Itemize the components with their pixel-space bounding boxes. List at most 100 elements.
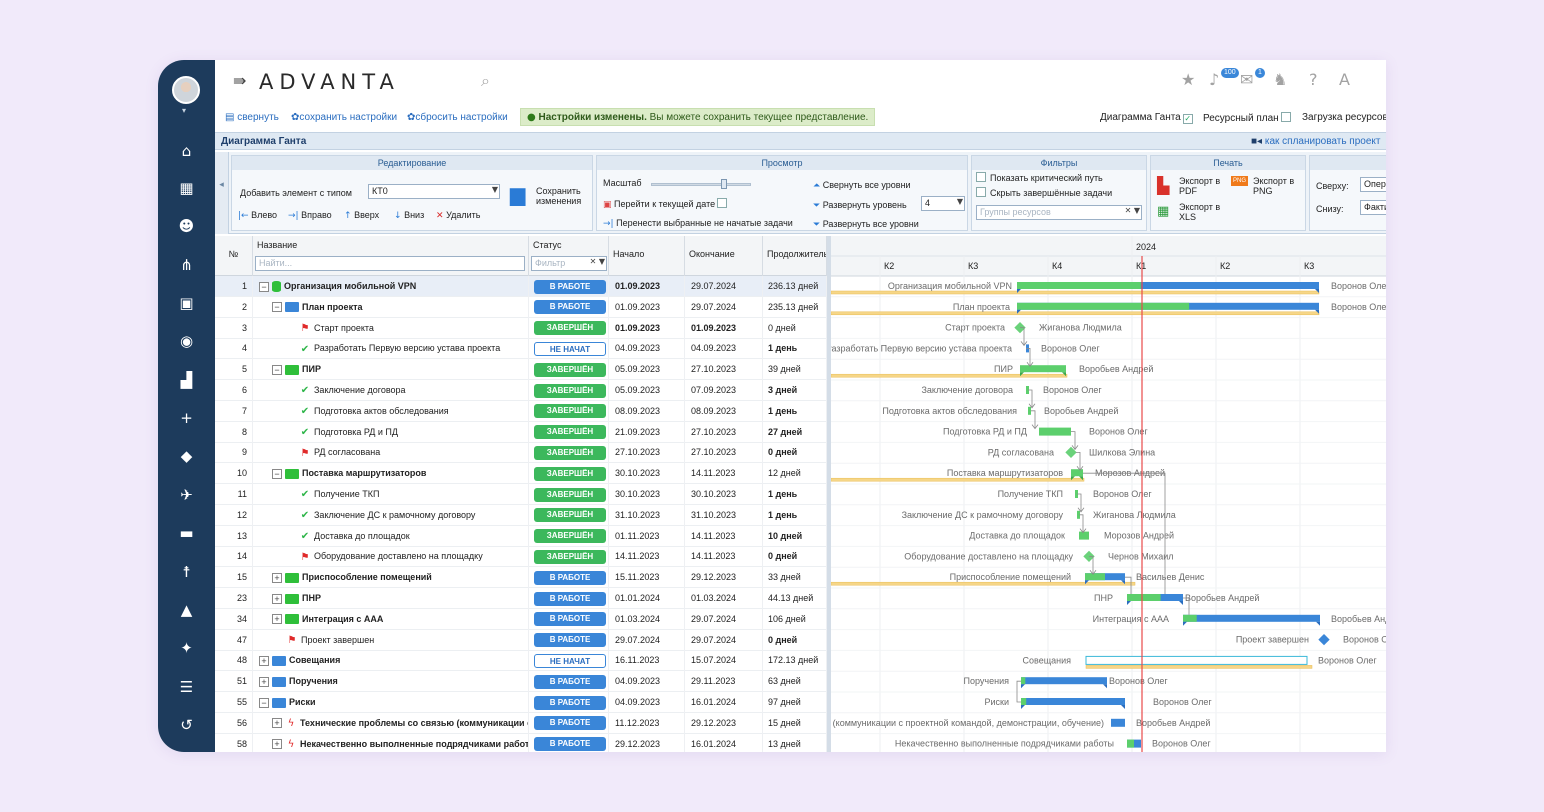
export-pdf-button[interactable]: Экспорт в PDF — [1179, 176, 1221, 196]
status-cell[interactable]: ЗАВЕРШЁН — [529, 317, 609, 339]
home-icon[interactable]: ⌂ — [181, 142, 192, 160]
task-name-cell[interactable]: + Поручения — [253, 671, 529, 693]
task-name-cell[interactable]: + Приспособление помещений — [253, 567, 529, 589]
save-disk-icon[interactable]: ▆ — [510, 182, 526, 206]
analytics-icon[interactable]: ▟ — [180, 371, 193, 389]
org-structure-icon[interactable]: ⋔ — [180, 256, 193, 274]
expand-toggle-icon[interactable]: + — [272, 572, 282, 583]
status-cell[interactable]: В РАБОТЕ — [529, 276, 609, 297]
summary-bar[interactable] — [1020, 365, 1066, 373]
expand-toggle-icon[interactable]: + — [272, 593, 282, 604]
expand-toggle-icon[interactable]: + — [259, 656, 269, 667]
table-row[interactable]: 51 + Поручения В РАБОТЕ 04.09.2023 29.11.… — [215, 671, 827, 693]
status-cell[interactable]: В РАБОТЕ — [529, 671, 609, 693]
task-name-cell[interactable]: + ϟ Технические проблемы со связью (коммун… — [253, 712, 529, 734]
move-right-button[interactable]: →| Вправо — [288, 210, 332, 221]
collapse-all-button[interactable]: ⏶ Свернуть все уровни — [813, 180, 911, 191]
table-row[interactable]: 34 + Интеграция с ААА В РАБОТЕ 01.03.2024… — [215, 608, 827, 630]
task-name-cell[interactable]: ✔ Доставка до площадок — [253, 525, 529, 547]
search-icon[interactable]: ⌕ — [481, 71, 490, 90]
status-badge[interactable]: ЗАВЕРШЁН — [534, 446, 606, 461]
export-png-button[interactable]: Экспорт в PNG — [1253, 176, 1295, 196]
status-badge[interactable]: ЗАВЕРШЁН — [534, 550, 606, 565]
runner-icon[interactable]: ☨ — [182, 563, 191, 581]
collapse-toggle-icon[interactable]: − — [272, 364, 282, 375]
expand-all-button[interactable]: ⏷ Развернуть все уровни — [813, 219, 919, 230]
status-cell[interactable]: ЗАВЕРШЁН — [529, 504, 609, 526]
move-down-button[interactable]: ↓ Вниз — [394, 210, 424, 221]
status-cell[interactable]: НЕ НАЧАТ — [529, 338, 609, 360]
users-icon[interactable]: ☻ — [178, 217, 195, 235]
chat-icon[interactable]: ▣ — [179, 294, 194, 312]
task-bar[interactable] — [1085, 655, 1308, 665]
top-baseline-select[interactable]: Оперативный — [1360, 177, 1386, 192]
status-cell[interactable]: В РАБОТЕ — [529, 712, 609, 734]
status-cell[interactable]: В РАБОТЕ — [529, 629, 609, 651]
summary-bar[interactable] — [1017, 282, 1319, 289]
task-name-cell[interactable]: ⚑ Старт проекта — [253, 317, 529, 339]
gantt-checkbox[interactable]: ✓ — [1182, 114, 1193, 124]
status-filter-select[interactable]: Фильтр ✕ ▼ — [531, 256, 607, 271]
table-row[interactable]: 11 ✔ Получение ТКП ЗАВЕРШЁН 30.10.2023 30… — [215, 484, 827, 505]
summary-bar[interactable] — [1071, 469, 1083, 477]
resource-groups-select[interactable]: Группы ресурсов ✕ ▼ — [976, 205, 1142, 220]
table-row[interactable]: 14 ⚑ Оборудование доставлено на площадку … — [215, 546, 827, 568]
delete-button[interactable]: ✕ Удалить — [436, 210, 480, 221]
collapse-toggle-icon[interactable]: − — [259, 281, 269, 292]
hide-done-toggle[interactable]: Скрыть завершённые задачи — [974, 187, 1112, 198]
table-row[interactable]: 7 ✔ Подготовка актов обследования ЗАВЕРШЁ… — [215, 400, 827, 422]
user-avatar[interactable] — [172, 76, 200, 104]
menu-toggle-icon[interactable]: ⇛ — [233, 71, 247, 90]
summary-bar[interactable] — [1183, 614, 1320, 622]
help-icon[interactable]: ? — [1309, 70, 1318, 89]
plus-icon[interactable]: + — [180, 409, 193, 427]
bell-icon[interactable]: ♪ — [1209, 70, 1220, 89]
task-bar[interactable] — [1111, 718, 1125, 727]
task-name-cell[interactable]: ✔ Заключение ДС к рамочному договору — [253, 504, 529, 526]
task-name-cell[interactable]: − Риски — [253, 692, 529, 713]
task-name-cell[interactable]: − План проекта — [253, 296, 529, 318]
expand-toggle-icon[interactable]: + — [272, 739, 282, 750]
chevron-down-icon[interactable]: ▾ — [182, 106, 187, 115]
png-file-icon[interactable]: PNG — [1231, 176, 1249, 186]
status-badge[interactable]: ЗАВЕРШЁН — [534, 529, 606, 544]
status-cell[interactable]: В РАБОТЕ — [529, 296, 609, 318]
status-cell[interactable]: ЗАВЕРШЁН — [529, 400, 609, 422]
table-row[interactable]: 8 ✔ Подготовка РД и ПД ЗАВЕРШЁН 21.09.202… — [215, 421, 827, 443]
name-filter-input[interactable]: Найти... — [255, 256, 525, 271]
status-badge[interactable]: ЗАВЕРШЁН — [534, 404, 606, 419]
scale-slider-handle[interactable] — [721, 179, 727, 189]
xls-file-icon[interactable]: ▦ — [1157, 204, 1170, 219]
expand-toggle-icon[interactable]: + — [259, 676, 269, 687]
summary-bar[interactable] — [1021, 698, 1125, 705]
task-bar[interactable] — [1077, 510, 1080, 519]
pane-splitter[interactable] — [827, 236, 831, 752]
task-bar[interactable] — [1028, 406, 1031, 415]
status-badge[interactable]: ЗАВЕРШЁН — [534, 362, 606, 377]
donut-chart-icon[interactable]: ◉ — [179, 332, 194, 350]
status-badge[interactable]: ЗАВЕРШЁН — [534, 425, 606, 440]
table-row[interactable]: 3 ⚑ Старт проекта ЗАВЕРШЁН 01.09.2023 01.… — [215, 317, 827, 339]
status-badge[interactable]: В РАБОТЕ — [534, 695, 606, 710]
status-badge[interactable]: В РАБОТЕ — [534, 279, 606, 294]
task-name-cell[interactable]: ✔ Подготовка РД и ПД — [253, 421, 529, 443]
table-row[interactable]: 48 + Совещания НЕ НАЧАТ 16.11.2023 15.07.… — [215, 650, 827, 672]
status-badge[interactable]: НЕ НАЧАТ — [534, 654, 606, 669]
task-name-cell[interactable]: ✔ Заключение договора — [253, 380, 529, 401]
goto-today-checkbox[interactable] — [717, 198, 728, 208]
column-header-end[interactable]: Окончание — [685, 236, 763, 276]
table-row[interactable]: 56 + ϟ Технические проблемы со связью (ком… — [215, 712, 827, 734]
task-name-cell[interactable]: ✔ Разработать Первую версию устава проект… — [253, 338, 529, 360]
task-name-cell[interactable]: + Совещания — [253, 650, 529, 672]
status-badge[interactable]: В РАБОТЕ — [534, 674, 606, 689]
warning-icon[interactable]: ▲ — [180, 601, 193, 619]
status-badge[interactable]: В РАБОТЕ — [534, 612, 606, 627]
history-icon[interactable]: ↺ — [180, 716, 193, 734]
column-header-duration[interactable]: Продолжительность — [763, 236, 827, 276]
status-badge[interactable]: ЗАВЕРШЁН — [534, 508, 606, 523]
status-badge[interactable]: В РАБОТЕ — [534, 737, 606, 752]
expand-toggle-icon[interactable]: + — [272, 614, 282, 625]
status-cell[interactable]: В РАБОТЕ — [529, 733, 609, 752]
pdf-file-icon[interactable]: ▙ — [1157, 176, 1170, 195]
table-row[interactable]: 23 + ПНР В РАБОТЕ 01.01.2024 01.03.2024 4… — [215, 588, 827, 609]
